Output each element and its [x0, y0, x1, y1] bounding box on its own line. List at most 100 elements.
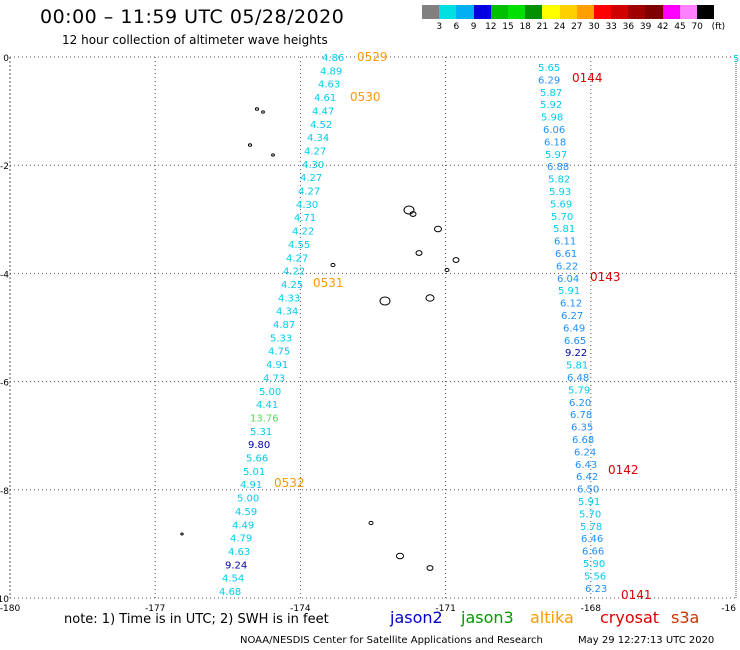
swh-value: 6.06 — [543, 125, 565, 136]
swh-value: 4.79 — [230, 534, 252, 545]
island-outline — [403, 205, 415, 215]
page-title: 00:00 – 11:59 UTC 05/28/2020 — [40, 6, 345, 28]
legend-label: 24 — [553, 22, 566, 32]
swh-value: 5.70 — [551, 212, 573, 223]
swh-value: 6.48 — [567, 373, 589, 384]
pass-time-label: 0532 — [274, 476, 305, 490]
swh-value: 4.27 — [300, 173, 322, 184]
swh-value: 6.11 — [554, 237, 576, 248]
page-subtitle: 12 hour collection of altimeter wave hei… — [62, 33, 328, 47]
swh-value: 6.88 — [547, 162, 569, 173]
legend-s3a: s3a — [671, 608, 700, 627]
island-outline — [180, 532, 184, 536]
swh-value: 4.52 — [310, 120, 332, 131]
legend-altika: altika — [530, 608, 574, 627]
swh-value: 4.86 — [322, 53, 344, 64]
swh-value: 4.27 — [298, 187, 320, 198]
island-outline — [379, 296, 391, 306]
island-outline — [452, 257, 460, 263]
swh-value: 5.69 — [550, 199, 572, 210]
legend-swatch — [645, 5, 663, 19]
swh-value: 5.87 — [540, 88, 562, 99]
legend-swatch — [576, 5, 594, 19]
legend-cryosat: cryosat — [600, 608, 660, 627]
island-outline — [409, 211, 417, 217]
lat-tick-label: -8 — [0, 487, 9, 497]
lon-tick-label: -177 — [145, 604, 165, 614]
generated-timestamp: May 29 12:27:13 UTC 2020 — [578, 635, 715, 646]
swh-value: 5.93 — [549, 187, 571, 198]
island-outline — [254, 107, 260, 111]
pass-time-label: 0529 — [357, 50, 388, 64]
swh-value: 4.87 — [273, 320, 295, 331]
swh-value: 6.50 — [577, 485, 599, 496]
legend-label: (ft) — [711, 22, 726, 32]
island-outlines — [180, 107, 460, 571]
legend-swatch — [628, 5, 646, 19]
swh-value: 4.71 — [294, 213, 316, 224]
wave-height-tracks: 4.86 4.89 4.63 4.61 4.47 4.52 4.34 4.27 4.30 4.27… — [219, 50, 739, 602]
swh-value: 5.79 — [568, 385, 590, 396]
lon-tick-label: -180 — [0, 604, 20, 614]
swh-value: 5.56 — [584, 571, 606, 582]
swh-value: 5.31 — [250, 427, 272, 438]
lat-tick-label: 0 — [3, 54, 9, 64]
lon-tick-label: -168 — [581, 604, 602, 614]
swh-value: 5.97 — [545, 150, 567, 161]
swh-value: 5.91 — [558, 286, 580, 297]
swh-value: 5.98 — [541, 113, 563, 124]
swh-value: 9.22 — [565, 348, 587, 359]
legend-swatch — [507, 5, 526, 19]
swh-value: 4.61 — [314, 93, 336, 104]
legend-swatch — [679, 5, 697, 19]
legend-swatch — [439, 5, 457, 19]
swh-value: 5.00 — [237, 494, 259, 505]
legend-label: 9 — [470, 22, 477, 32]
swh-value: 6.18 — [544, 137, 566, 148]
swh-value: 5.81 — [566, 361, 588, 372]
swh-value: 4.34 — [307, 133, 329, 144]
island-outline — [261, 110, 265, 114]
swh-value: 4.91 — [266, 360, 288, 371]
island-outline — [444, 267, 450, 273]
swh-value: 5.82 — [548, 175, 570, 186]
island-outline — [247, 143, 253, 147]
swh-value: 4.73 — [263, 373, 285, 384]
legend-swatch — [559, 5, 577, 19]
legend-label: 21 — [536, 22, 549, 32]
lon-tick-label: -174 — [290, 604, 311, 614]
swh-value: 9.80 — [248, 440, 270, 451]
swh-value: 5.91 — [578, 497, 600, 508]
legend-swatch — [542, 5, 560, 19]
swh-value: 13.76 — [250, 413, 279, 424]
swh-value: 4.41 — [256, 400, 278, 411]
pass-time-label: 0530 — [350, 90, 381, 104]
swh-value: 4.89 — [320, 66, 342, 77]
swh-value: 5.90 — [583, 559, 605, 570]
legend-swatch — [473, 5, 491, 19]
legend-swatch — [593, 5, 612, 19]
swh-value: 4.47 — [312, 106, 334, 117]
swh-value: 6.65 — [564, 336, 586, 347]
swh-value: 6.29 — [538, 75, 560, 86]
swh-value: 4.30 — [302, 160, 324, 171]
pass-time-label: 0141 — [621, 588, 652, 602]
map-frame — [9, 56, 737, 599]
swh-value: 6.42 — [576, 472, 598, 483]
legend-label: 30 — [588, 22, 600, 32]
legend-label: 45 — [674, 22, 686, 32]
swh-value: 6.27 — [561, 311, 583, 322]
swh-value: 4.25 — [281, 280, 303, 291]
island-outline — [415, 250, 423, 256]
legend-swatch — [490, 5, 508, 19]
swh-value: 5.81 — [553, 224, 575, 235]
legend-label: 70 — [691, 22, 703, 32]
swh-value: 6.20 — [569, 398, 591, 409]
legend-swatch — [456, 5, 474, 19]
island-outline — [396, 552, 404, 560]
swh-value: 5.78 — [580, 522, 602, 533]
swh-value: 9.24 — [225, 560, 247, 571]
swh-value: 4.68 — [219, 587, 241, 598]
